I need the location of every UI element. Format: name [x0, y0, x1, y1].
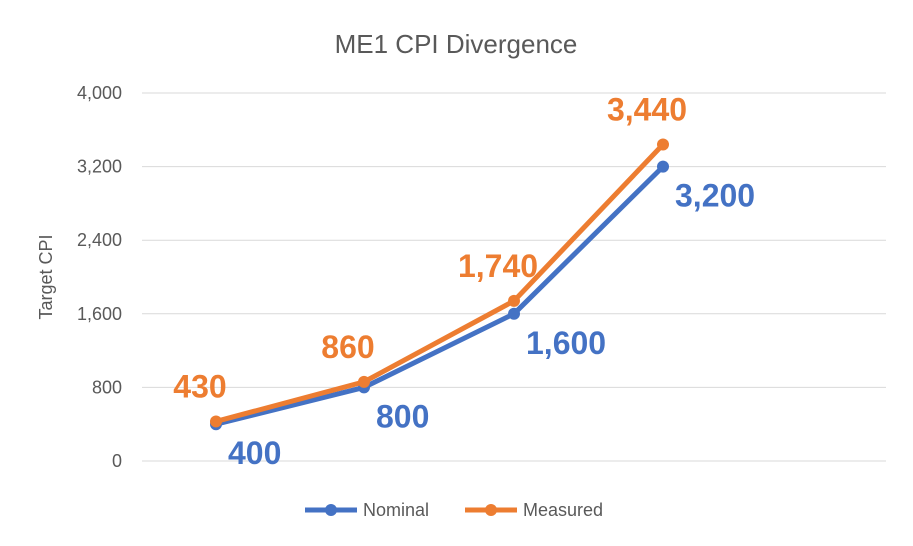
data-label: 3,440	[607, 92, 687, 128]
y-axis-ticks: 0 800 1,600 2,400 3,200 4,000	[77, 83, 122, 471]
y-tick-label: 1,600	[77, 304, 122, 324]
series-line-measured	[213, 142, 666, 424]
data-label: 3,200	[675, 178, 755, 214]
data-point	[210, 415, 222, 428]
data-point	[657, 138, 669, 151]
y-axis-title: Target CPI	[36, 234, 56, 319]
legend-dot-marker	[325, 504, 337, 516]
y-tick-label: 4,000	[77, 83, 122, 103]
legend-label: Nominal	[363, 500, 429, 520]
y-tick-label: 3,200	[77, 157, 122, 177]
data-label: 1,740	[458, 248, 538, 284]
data-labels: 400 800 1,600 3,200 430 860 1,740 3,440	[173, 92, 755, 472]
y-tick-label: 2,400	[77, 230, 122, 250]
series-line-nominal	[213, 164, 666, 427]
chart-title: ME1 CPI Divergence	[335, 29, 578, 59]
y-tick-label: 800	[92, 377, 122, 397]
legend: Nominal Measured	[305, 500, 603, 520]
data-label: 860	[321, 329, 374, 365]
data-label: 1,600	[526, 325, 606, 361]
data-point	[657, 160, 669, 173]
data-label: 430	[173, 368, 226, 404]
legend-dot-marker	[485, 504, 497, 516]
series-group	[210, 138, 669, 431]
legend-label: Measured	[523, 500, 603, 520]
y-tick-label: 0	[112, 451, 122, 471]
data-label: 800	[376, 398, 429, 434]
data-point	[508, 294, 520, 307]
data-point	[508, 307, 520, 320]
data-label: 400	[228, 435, 281, 471]
data-point	[358, 375, 370, 388]
